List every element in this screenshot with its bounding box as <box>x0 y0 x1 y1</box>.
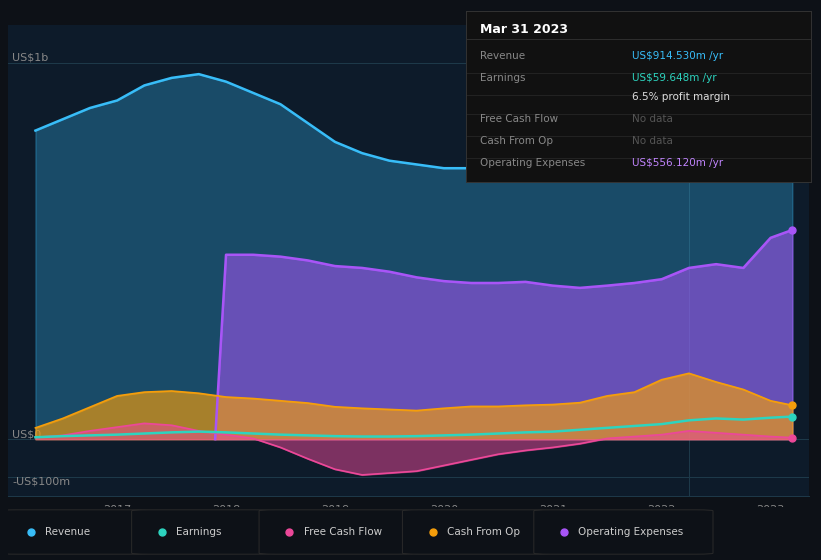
Text: No data: No data <box>632 114 672 124</box>
FancyBboxPatch shape <box>259 510 415 554</box>
Text: US$914.530m /yr: US$914.530m /yr <box>632 50 723 60</box>
Text: Earnings: Earnings <box>480 73 525 83</box>
Text: -US$100m: -US$100m <box>12 477 71 487</box>
Text: US$1b: US$1b <box>12 53 48 63</box>
Text: Free Cash Flow: Free Cash Flow <box>304 527 382 537</box>
FancyBboxPatch shape <box>402 510 550 554</box>
Text: Free Cash Flow: Free Cash Flow <box>480 114 558 124</box>
Text: Cash From Op: Cash From Op <box>447 527 520 537</box>
Text: Revenue: Revenue <box>45 527 90 537</box>
Text: Cash From Op: Cash From Op <box>480 136 553 146</box>
Text: 6.5% profit margin: 6.5% profit margin <box>632 92 730 101</box>
Text: US$556.120m /yr: US$556.120m /yr <box>632 158 723 168</box>
Text: Revenue: Revenue <box>480 50 525 60</box>
Text: US$0: US$0 <box>12 429 42 439</box>
Text: Mar 31 2023: Mar 31 2023 <box>480 23 568 36</box>
Text: Operating Expenses: Operating Expenses <box>480 158 585 168</box>
Text: No data: No data <box>632 136 672 146</box>
Text: Operating Expenses: Operating Expenses <box>579 527 684 537</box>
FancyBboxPatch shape <box>0 510 148 554</box>
FancyBboxPatch shape <box>534 510 713 554</box>
Text: Earnings: Earnings <box>177 527 222 537</box>
FancyBboxPatch shape <box>131 510 271 554</box>
Text: US$59.648m /yr: US$59.648m /yr <box>632 73 717 83</box>
